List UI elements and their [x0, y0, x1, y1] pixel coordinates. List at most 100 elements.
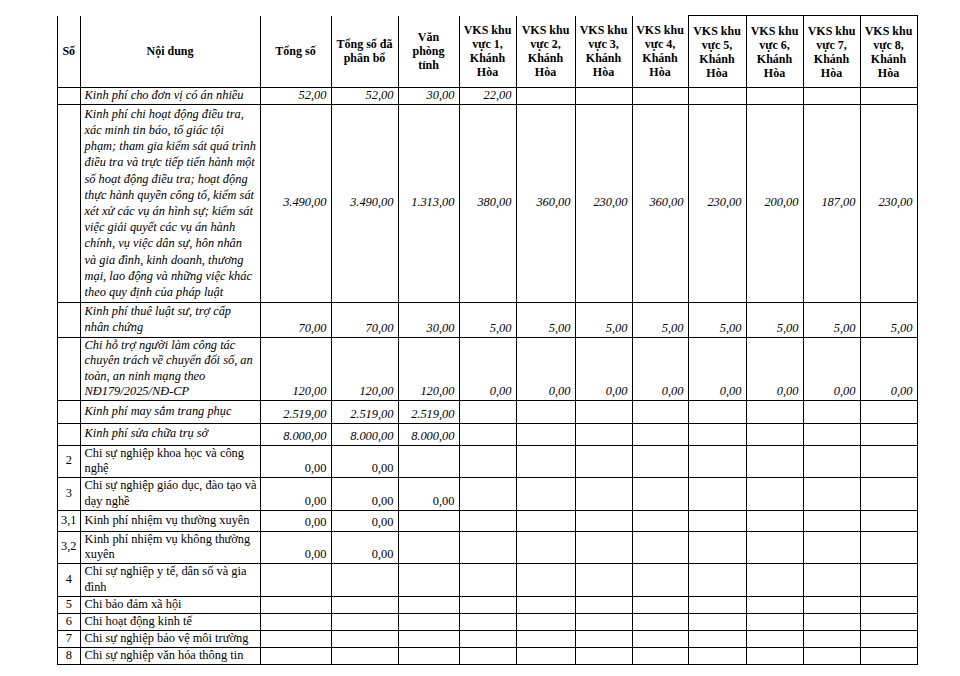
value-cell-vks-khu-vuc-3	[575, 423, 632, 445]
row-number-cell	[58, 302, 81, 337]
value-cell-vks-khu-vuc-2: 0,00	[516, 337, 575, 400]
value-cell-tong-so	[260, 563, 331, 596]
content-cell: Chi hoạt động kinh tế	[80, 613, 260, 630]
value-cell-vks-khu-vuc-6: 200,00	[746, 104, 803, 302]
value-cell-vks-khu-vuc-8: 230,00	[860, 104, 917, 302]
value-cell-vks-khu-vuc-3	[575, 88, 632, 105]
value-cell-tong-so: 52,00	[260, 88, 331, 105]
column-header-noi-dung: Nội dung	[80, 16, 260, 88]
value-cell-vks-khu-vuc-1: 0,00	[459, 337, 516, 400]
row-number-cell	[58, 423, 81, 445]
value-cell-vks-khu-vuc-1	[459, 596, 516, 613]
value-cell-van-phong-tinh	[398, 445, 459, 477]
value-cell-vks-khu-vuc-4: 0,00	[632, 337, 688, 400]
content-cell: Kinh phí thuê luật sư, trợ cấp nhân chứn…	[80, 302, 260, 337]
value-cell-vks-khu-vuc-2	[516, 477, 575, 510]
value-cell-vks-khu-vuc-8	[860, 477, 917, 510]
value-cell-vks-khu-vuc-6	[746, 445, 803, 477]
value-cell-vks-khu-vuc-4	[632, 613, 688, 630]
column-header-vks-khu-vuc-5: VKS khu vực 5, Khánh Hòa	[688, 16, 746, 88]
value-cell-vks-khu-vuc-3	[575, 477, 632, 510]
value-cell-vks-khu-vuc-1	[459, 445, 516, 477]
value-cell-van-phong-tinh	[398, 563, 459, 596]
value-cell-vks-khu-vuc-2: 360,00	[516, 104, 575, 302]
row-number-cell: 7	[58, 630, 81, 647]
value-cell-vks-khu-vuc-8: 0,00	[860, 337, 917, 400]
value-cell-vks-khu-vuc-8	[860, 88, 917, 105]
value-cell-vks-khu-vuc-6	[746, 563, 803, 596]
value-cell-vks-khu-vuc-8	[860, 563, 917, 596]
value-cell-vks-khu-vuc-6	[746, 510, 803, 531]
row-number-cell	[58, 337, 81, 400]
content-cell: Kinh phí nhiệm vụ thường xuyên	[80, 510, 260, 531]
value-cell-vks-khu-vuc-7: 0,00	[803, 337, 860, 400]
value-cell-vks-khu-vuc-3: 5,00	[575, 302, 632, 337]
value-cell-vks-khu-vuc-6	[746, 596, 803, 613]
value-cell-vks-khu-vuc-1: 5,00	[459, 302, 516, 337]
value-cell-vks-khu-vuc-5	[688, 400, 746, 423]
value-cell-vks-khu-vuc-6	[746, 630, 803, 647]
content-cell: Chi sự nghiệp giáo dục, đào tạo và dạy n…	[80, 477, 260, 510]
value-cell-tong-so-da-phan-bo	[331, 613, 398, 630]
value-cell-vks-khu-vuc-4	[632, 423, 688, 445]
column-header-tong-so: Tổng số	[260, 16, 331, 88]
table-row: 7Chi sự nghiệp bảo vệ môi trường	[58, 630, 918, 647]
value-cell-vks-khu-vuc-7	[803, 531, 860, 563]
column-header-vks-khu-vuc-8: VKS khu vực 8, Khánh Hòa	[860, 16, 917, 88]
content-cell: Kinh phí may sắm trang phục	[80, 400, 260, 423]
value-cell-vks-khu-vuc-5: 0,00	[688, 337, 746, 400]
value-cell-tong-so-da-phan-bo: 8.000,00	[331, 423, 398, 445]
value-cell-vks-khu-vuc-3	[575, 510, 632, 531]
value-cell-vks-khu-vuc-4	[632, 400, 688, 423]
value-cell-tong-so	[260, 596, 331, 613]
column-header-van-phong-tinh: Văn phòng tỉnh	[398, 16, 459, 88]
value-cell-vks-khu-vuc-2	[516, 510, 575, 531]
column-header-vks-khu-vuc-6: VKS khu vực 6, Khánh Hòa	[746, 16, 803, 88]
value-cell-van-phong-tinh	[398, 613, 459, 630]
value-cell-vks-khu-vuc-7	[803, 400, 860, 423]
value-cell-vks-khu-vuc-4	[632, 647, 688, 664]
value-cell-tong-so-da-phan-bo: 120,00	[331, 337, 398, 400]
value-cell-vks-khu-vuc-5	[688, 477, 746, 510]
row-number-cell	[58, 88, 81, 105]
value-cell-vks-khu-vuc-1	[459, 613, 516, 630]
table-row: Kinh phí thuê luật sư, trợ cấp nhân chứn…	[58, 302, 918, 337]
table-row: 3,1Kinh phí nhiệm vụ thường xuyên0,000,0…	[58, 510, 918, 531]
value-cell-tong-so-da-phan-bo	[331, 630, 398, 647]
value-cell-tong-so: 3.490,00	[260, 104, 331, 302]
value-cell-vks-khu-vuc-4	[632, 477, 688, 510]
value-cell-vks-khu-vuc-1	[459, 510, 516, 531]
value-cell-vks-khu-vuc-7: 5,00	[803, 302, 860, 337]
value-cell-vks-khu-vuc-3	[575, 647, 632, 664]
value-cell-vks-khu-vuc-6	[746, 477, 803, 510]
value-cell-van-phong-tinh	[398, 596, 459, 613]
value-cell-vks-khu-vuc-2	[516, 88, 575, 105]
value-cell-vks-khu-vuc-4	[632, 596, 688, 613]
value-cell-van-phong-tinh	[398, 647, 459, 664]
value-cell-vks-khu-vuc-3	[575, 613, 632, 630]
row-number-cell: 3	[58, 477, 81, 510]
value-cell-van-phong-tinh: 1.313,00	[398, 104, 459, 302]
table-row: 6Chi hoạt động kinh tế	[58, 613, 918, 630]
value-cell-vks-khu-vuc-6: 0,00	[746, 337, 803, 400]
value-cell-vks-khu-vuc-2	[516, 613, 575, 630]
value-cell-vks-khu-vuc-2	[516, 630, 575, 647]
value-cell-vks-khu-vuc-7	[803, 596, 860, 613]
content-cell: Chi bảo đảm xã hội	[80, 596, 260, 613]
content-cell: Chi sự nghiệp y tế, dân số và gia đình	[80, 563, 260, 596]
row-number-cell: 8	[58, 647, 81, 664]
value-cell-van-phong-tinh: 8.000,00	[398, 423, 459, 445]
content-cell: Kinh phí sửa chữa trụ sở	[80, 423, 260, 445]
value-cell-vks-khu-vuc-8	[860, 630, 917, 647]
value-cell-tong-so	[260, 630, 331, 647]
table-row: 8Chi sự nghiệp văn hóa thông tin	[58, 647, 918, 664]
row-number-cell	[58, 104, 81, 302]
value-cell-vks-khu-vuc-1	[459, 423, 516, 445]
value-cell-vks-khu-vuc-3	[575, 445, 632, 477]
budget-allocation-table: SốNội dungTổng sốTổng số đã phân bổVăn p…	[57, 15, 918, 665]
value-cell-vks-khu-vuc-5	[688, 510, 746, 531]
value-cell-vks-khu-vuc-4	[632, 630, 688, 647]
value-cell-vks-khu-vuc-4	[632, 563, 688, 596]
value-cell-vks-khu-vuc-4: 5,00	[632, 302, 688, 337]
table-row: 5Chi bảo đảm xã hội	[58, 596, 918, 613]
